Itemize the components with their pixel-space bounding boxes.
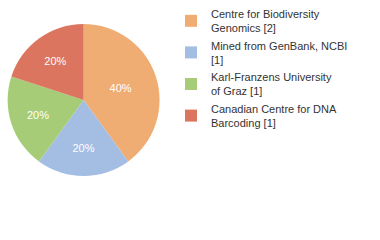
svg-text:20%: 20% (44, 55, 66, 67)
svg-text:Karl-Franzens Universityof Gra: Karl-Franzens Universityof Graz [1] (211, 71, 332, 97)
svg-text:Centre for BiodiversityGenomic: Centre for BiodiversityGenomics [2] (211, 8, 320, 34)
svg-text:20%: 20% (27, 109, 49, 121)
svg-text:40%: 40% (110, 82, 132, 94)
svg-text:20%: 20% (72, 142, 94, 154)
svg-text:Canadian Centre for DNABarcodi: Canadian Centre for DNABarcoding [1] (211, 103, 337, 129)
svg-text:Mined from GenBank, NCBI[1]: Mined from GenBank, NCBI[1] (211, 40, 347, 66)
